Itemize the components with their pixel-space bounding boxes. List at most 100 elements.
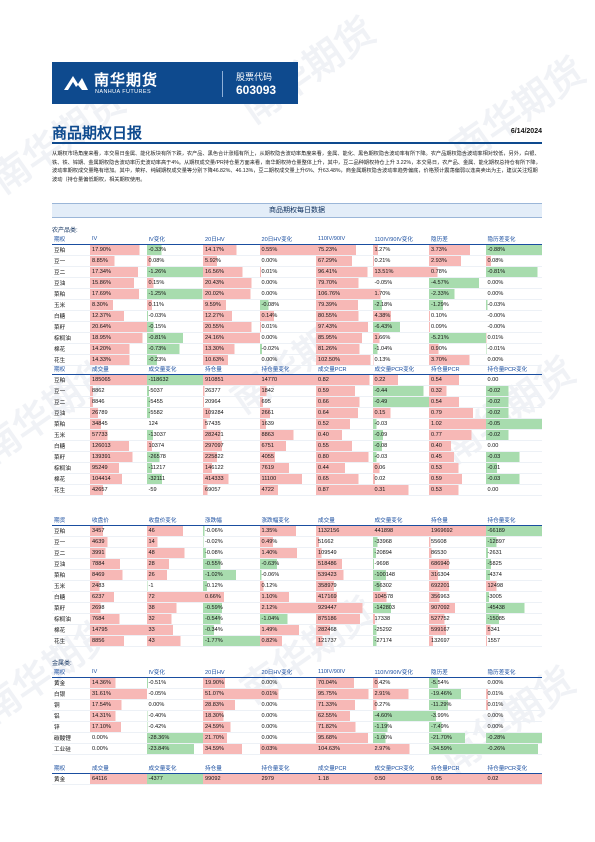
table-cell: 0.00%	[485, 721, 542, 733]
table-cell: -5.54%	[429, 677, 486, 689]
table-cell: 79.70%	[316, 277, 373, 289]
table-cell: 43	[146, 635, 203, 647]
column-header: 持仓量	[203, 763, 260, 774]
table-cell: 81.26%	[316, 343, 373, 355]
table-cell: 12.37%	[90, 310, 147, 322]
table-cell: 0.27%	[372, 699, 429, 711]
table-cell: 1639	[259, 418, 316, 430]
table-cell: 1969692	[429, 525, 486, 537]
column-header: 持仓量	[203, 364, 260, 375]
column-header: 20日HV变化	[259, 667, 316, 678]
row-label: 黄金	[52, 677, 90, 689]
row-label: 玉米	[52, 580, 90, 592]
row-label: 铜	[52, 699, 90, 711]
table-cell: -118632	[146, 374, 203, 386]
metal-option-iv-table: 期权 IV IV变化 20日HV 20日HV变化 110IV/90IV 110IV/90IV…	[52, 667, 542, 755]
stock-code-label: 股票代码	[236, 72, 273, 82]
column-header: 持仓量PCR	[429, 364, 486, 375]
table-cell: 1.02	[429, 418, 486, 430]
table-cell: -0.63%	[259, 558, 316, 570]
table-cell: 8469	[90, 569, 147, 581]
table-cell: 146122	[203, 462, 260, 474]
column-header: 期权	[52, 763, 90, 774]
table-cell: 6751	[259, 440, 316, 452]
table-cell: 4639	[90, 536, 147, 548]
row-label: 豆油	[52, 407, 90, 419]
row-label: 黄金	[52, 773, 90, 785]
table-cell: 0.40	[316, 429, 373, 441]
table-cell: 0.01%	[485, 332, 542, 344]
column-header: 成交量变化	[146, 364, 203, 375]
table-cell: -19.46%	[429, 688, 486, 700]
table-cell: 48	[146, 547, 203, 559]
table-cell: 86530	[429, 547, 486, 559]
table-cell: -56302	[372, 580, 429, 592]
table-cell: -4.60%	[372, 710, 429, 722]
table-cell: 7884	[90, 558, 147, 570]
table-cell: -0.09	[372, 429, 429, 441]
table-cell: -142803	[372, 602, 429, 614]
row-label: 棉花	[52, 624, 90, 636]
table-row: 玉米 2483 -1 -0.12% 0.12% 358979 -56302 692201 124…	[52, 580, 542, 592]
column-header: 隐历差	[429, 234, 486, 245]
agri-group-label: 农产品类:	[52, 228, 78, 234]
table-cell: -5037	[146, 385, 203, 397]
table-cell: 0.00%	[259, 255, 316, 267]
row-label: 锌	[52, 721, 90, 733]
table-cell: 1.40%	[259, 547, 316, 559]
table-row: 豆粕 3457 46 -0.06% 1.35% 1132156 441898 1969692-…	[52, 525, 542, 537]
table-cell: 0.01%	[259, 266, 316, 278]
table-cell: 0.22	[372, 374, 429, 386]
table-cell: 126013	[90, 440, 147, 452]
agri-option-iv-table: 期权 IV IV变化 20日HV 20日HV变化 110IV/90IV 110IV/90IV…	[52, 234, 542, 366]
table-cell: -11217	[146, 462, 203, 474]
table-cell: -27174	[372, 635, 429, 647]
table-cell: -0.12%	[203, 580, 260, 592]
table-cell: 8863	[259, 429, 316, 441]
table-cell: 316304	[429, 569, 486, 581]
table-cell: 695	[259, 396, 316, 408]
row-label: 菜粕	[52, 418, 90, 430]
table-cell: 0.00%	[259, 677, 316, 689]
table-cell: 8.85%	[90, 255, 147, 267]
table-cell: 0.78%	[429, 266, 486, 278]
table-cell: -0.51%	[146, 677, 203, 689]
table-cell: 0.02	[372, 473, 429, 485]
table-row: 铝 14.31% -0.40% 18.30% 0.00% 62.55% -4.60% -3.9…	[52, 710, 542, 722]
column-header: IV	[90, 667, 147, 678]
table-cell: 13.30%	[203, 343, 260, 355]
table-cell: 28	[146, 558, 203, 570]
table-cell: 6237	[90, 591, 147, 603]
table-cell: -0.02	[485, 396, 542, 408]
column-header: 期权	[52, 364, 90, 375]
table-cell: 0.45	[429, 451, 486, 463]
table-cell: 75.23%	[316, 244, 373, 256]
column-header: 成交量变化	[372, 515, 429, 526]
table-cell: 0.01%	[259, 321, 316, 333]
table-cell: 0.15	[372, 407, 429, 419]
table-cell: 0.00	[485, 484, 542, 496]
column-header: 涨跌幅	[203, 515, 260, 526]
table-cell: 109284	[203, 407, 260, 419]
row-label: 豆粕	[52, 374, 90, 386]
brand-name-en: NANHUA FUTURES	[95, 89, 152, 95]
table-cell: -1.77%	[203, 635, 260, 647]
table-cell: 104414	[90, 473, 147, 485]
table-cell: -21.70%	[429, 732, 486, 744]
table-cell: 0.03%	[259, 743, 316, 755]
table-cell: 929447	[316, 602, 373, 614]
table-cell: 0.65	[316, 473, 373, 485]
table-cell: 0.31	[372, 484, 429, 496]
table-row: 豆二 17.34% -1.26% 16.56% 0.01% 96.41% 13.51% 0.7…	[52, 266, 542, 278]
table-row: 豆二 3991 48 -0.08% 1.40% 109549 -20894 86530 -263…	[52, 547, 542, 559]
table-row: 花生 42657 -59 69057 4722 0.87 0.31 0.53 0.00	[52, 484, 542, 496]
column-header: 成交量	[316, 515, 373, 526]
table-cell: 0.49%	[259, 536, 316, 548]
table-cell: 2661	[259, 407, 316, 419]
row-label: 白糖	[52, 440, 90, 452]
column-header: 成交量PCR	[316, 364, 373, 375]
table-cell: 24.16%	[203, 332, 260, 344]
table-cell: 20.43%	[203, 277, 260, 289]
table-cell: 20.02%	[203, 288, 260, 300]
table-cell: 0.00%	[259, 721, 316, 733]
